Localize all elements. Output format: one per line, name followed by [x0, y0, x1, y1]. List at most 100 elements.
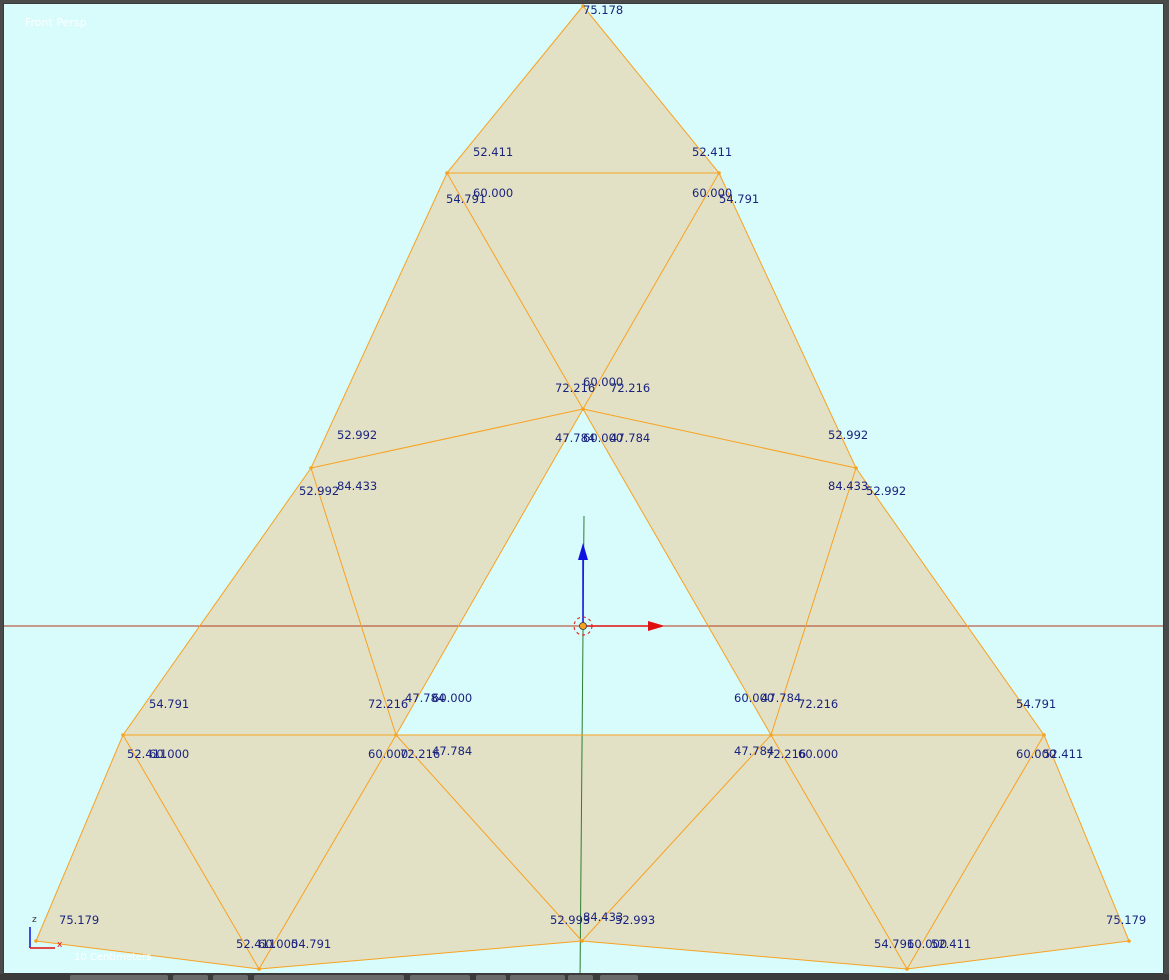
- gizmo-x-arrow-head[interactable]: [648, 621, 665, 631]
- angle-label: 52.411: [473, 145, 513, 159]
- mesh-edge[interactable]: [581, 940, 908, 970]
- header-button[interactable]: [70, 975, 168, 980]
- mesh-vertex[interactable]: [121, 733, 125, 737]
- angle-label: 54.791: [149, 697, 189, 711]
- mesh-edge[interactable]: [310, 172, 448, 469]
- mesh-edge[interactable]: [582, 408, 857, 469]
- mesh-vertex[interactable]: [581, 4, 585, 8]
- mesh-edge[interactable]: [446, 5, 584, 174]
- mesh-face[interactable]: [582, 735, 907, 969]
- mesh-face[interactable]: [447, 6, 719, 173]
- mesh-edge[interactable]: [310, 467, 397, 736]
- mesh-face[interactable]: [907, 735, 1129, 969]
- mesh-edge[interactable]: [770, 734, 908, 970]
- mesh-edge[interactable]: [718, 172, 857, 469]
- mesh-edge[interactable]: [122, 467, 312, 736]
- angle-label: 75.178: [583, 4, 623, 17]
- angle-label: 60.000: [149, 747, 189, 761]
- header-button[interactable]: [476, 975, 506, 980]
- mesh-edge[interactable]: [906, 734, 1045, 970]
- angle-label: 72.216: [400, 747, 440, 761]
- angle-label: 72.216: [555, 381, 595, 395]
- mesh-vertex[interactable]: [717, 171, 721, 175]
- mesh-face[interactable]: [311, 173, 583, 468]
- angle-label: 75.179: [59, 913, 99, 927]
- mesh-edge[interactable]: [582, 408, 772, 736]
- mesh-face[interactable]: [771, 735, 1044, 969]
- mesh-edge[interactable]: [258, 734, 397, 970]
- angle-label: 54.791: [719, 192, 759, 206]
- mesh-edge[interactable]: [35, 734, 124, 942]
- mesh-edge[interactable]: [446, 172, 584, 410]
- axis-indicator-z-label: z: [32, 915, 37, 925]
- mesh-edge[interactable]: [395, 734, 583, 942]
- mesh-face[interactable]: [259, 735, 582, 969]
- mesh-face[interactable]: [583, 409, 856, 735]
- angle-label: 52.992: [299, 484, 339, 498]
- mesh-edge[interactable]: [582, 172, 720, 410]
- mesh-edge[interactable]: [582, 5, 720, 174]
- mesh-edge[interactable]: [770, 467, 857, 736]
- header-button[interactable]: [254, 975, 404, 980]
- angle-label: 54.791: [291, 937, 331, 951]
- mesh-edge[interactable]: [122, 734, 260, 970]
- mesh-vertex[interactable]: [1042, 733, 1046, 737]
- mesh-edge[interactable]: [35, 940, 260, 970]
- mesh-vertex[interactable]: [905, 967, 909, 971]
- angle-label: 52.411: [931, 937, 971, 951]
- angle-label: 54.791: [446, 192, 486, 206]
- mesh-vertex[interactable]: [769, 733, 773, 737]
- angle-label: 60.000: [432, 691, 472, 705]
- mesh-vertex[interactable]: [445, 171, 449, 175]
- mesh-faces: [36, 6, 1129, 969]
- header-button[interactable]: [213, 975, 248, 980]
- mesh-edge[interactable]: [310, 408, 584, 469]
- angle-label: 47.784: [432, 744, 472, 758]
- 3d-cursor-icon[interactable]: [573, 616, 593, 636]
- mesh-vertex[interactable]: [581, 407, 585, 411]
- mesh-vertex[interactable]: [1127, 939, 1131, 943]
- angle-label: 60.000: [473, 186, 513, 200]
- mesh-face[interactable]: [447, 173, 719, 409]
- angle-label: 60.000: [583, 375, 623, 389]
- gizmo-z-arrow-head[interactable]: [578, 543, 588, 560]
- header-button[interactable]: [173, 975, 208, 980]
- mesh-face[interactable]: [36, 735, 259, 969]
- angle-label: 60.000: [1016, 747, 1056, 761]
- mesh-vertex[interactable]: [34, 939, 38, 943]
- header-button[interactable]: [600, 975, 638, 980]
- angle-label: 72.216: [798, 697, 838, 711]
- mesh-vertex[interactable]: [257, 967, 261, 971]
- mesh-edge[interactable]: [1043, 734, 1130, 942]
- angle-label: 60.000: [798, 747, 838, 761]
- mesh-face[interactable]: [396, 735, 771, 941]
- header-button[interactable]: [510, 975, 565, 980]
- mesh-edges: [35, 5, 1130, 970]
- mesh-vertex[interactable]: [854, 466, 858, 470]
- mesh-face[interactable]: [123, 468, 396, 735]
- mesh-edge[interactable]: [855, 467, 1045, 736]
- mesh-face[interactable]: [771, 468, 1044, 735]
- angle-label: 52.992: [866, 484, 906, 498]
- mesh-vertex[interactable]: [580, 939, 584, 943]
- 3d-viewport[interactable]: 75.178 52.411 52.411 60.000 60.000 54.791 54.7…: [3, 3, 1164, 974]
- angle-label: 60.000: [258, 937, 298, 951]
- mesh-edge[interactable]: [258, 940, 583, 970]
- mesh-vertex[interactable]: [309, 466, 313, 470]
- mesh-edge[interactable]: [581, 734, 772, 942]
- header-button[interactable]: [410, 975, 470, 980]
- angle-label: 72.216: [766, 747, 806, 761]
- mesh-edge[interactable]: [906, 940, 1130, 970]
- mesh-vertex[interactable]: [394, 733, 398, 737]
- mesh-face[interactable]: [583, 173, 856, 468]
- transform-gizmo[interactable]: [573, 543, 665, 636]
- axis-indicator: z x: [29, 915, 63, 950]
- angle-label: 60.000: [907, 937, 947, 951]
- mesh-face[interactable]: [311, 409, 583, 735]
- object-origin-icon[interactable]: [579, 622, 587, 630]
- mesh-face[interactable]: [123, 735, 396, 969]
- mesh-edge[interactable]: [395, 408, 584, 736]
- header-button[interactable]: [568, 975, 593, 980]
- grid-scale-label: 10 Centimeters: [74, 952, 152, 963]
